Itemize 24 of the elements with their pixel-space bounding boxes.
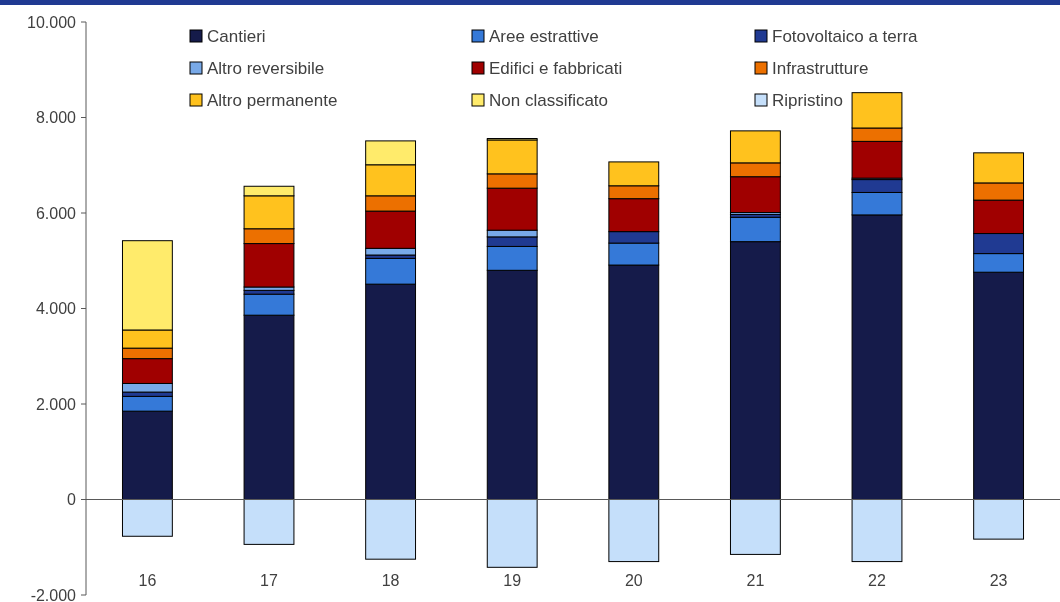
y-tick-label: 10.000 bbox=[27, 13, 77, 31]
x-tick-label: 19 bbox=[503, 572, 522, 589]
legend-label: Altro permanente bbox=[207, 90, 338, 110]
y-tick-label: 2.000 bbox=[35, 395, 77, 413]
x-tick-label: 22 bbox=[868, 572, 886, 589]
x-tick-label: 20 bbox=[624, 572, 643, 589]
y-tick-label: -2.000 bbox=[30, 586, 77, 602]
legend-label: Ripristino bbox=[772, 90, 843, 110]
legend-label: Aree estrattive bbox=[489, 26, 599, 46]
x-tick-label: 18 bbox=[381, 572, 400, 589]
x-tick-label: 17 bbox=[260, 572, 279, 589]
x-tick-label: 16 bbox=[138, 572, 157, 589]
legend-label: Altro reversibile bbox=[207, 58, 325, 78]
legend-label: Infrastrutture bbox=[772, 58, 869, 78]
y-tick-label: 8.000 bbox=[35, 109, 77, 127]
x-tick-label: 21 bbox=[746, 572, 765, 589]
y-tick-label: 4.000 bbox=[35, 300, 77, 318]
legend-label: Non classificato bbox=[489, 90, 609, 110]
x-tick-label: 23 bbox=[989, 572, 1008, 589]
legend-label: Cantieri bbox=[207, 26, 266, 46]
legend-label: Edifici e fabbricati bbox=[489, 58, 623, 78]
y-tick-label: 6.000 bbox=[35, 204, 77, 222]
y-tick-label: 0 bbox=[67, 491, 77, 509]
legend-label: Fotovoltaico a terra bbox=[772, 26, 919, 46]
